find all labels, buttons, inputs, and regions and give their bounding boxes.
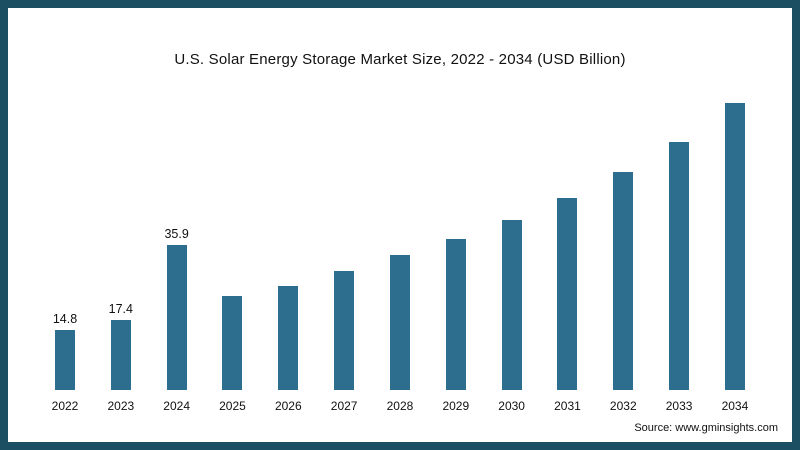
x-axis-label: 2028 (386, 399, 414, 413)
x-axis-label: 2025 (219, 399, 246, 413)
bar-2030 (501, 219, 522, 390)
bar-2032 (613, 171, 634, 390)
x-axis-label: 2022 (51, 399, 79, 413)
bar-group: 2025 (209, 296, 255, 414)
bar-value-label: 14.8 (52, 312, 78, 326)
x-axis-label: 2024 (163, 399, 190, 413)
x-axis-label: 2027 (330, 399, 358, 413)
bar-group: 2034 (712, 103, 758, 414)
x-axis-label: 2030 (498, 399, 525, 413)
x-axis-label: 2029 (442, 399, 470, 413)
bar-2023 (110, 319, 131, 390)
bar-group: 2029 (433, 238, 479, 414)
bar-2029 (445, 238, 466, 390)
bar-group: 2032 (600, 171, 646, 414)
bar-2028 (389, 255, 410, 390)
bar-2022 (55, 330, 75, 390)
bar-2034 (724, 103, 745, 390)
x-axis-label: 2032 (609, 399, 637, 413)
chart-title: U.S. Solar Energy Storage Market Size, 2… (174, 51, 626, 68)
bar-2024 (166, 244, 187, 390)
bar-2033 (669, 141, 690, 390)
bar-value-label: 35.9 (164, 226, 189, 241)
x-axis-label: 2033 (665, 399, 693, 413)
bar-2025 (222, 296, 243, 390)
bar-group: 17.4 2023 (98, 302, 144, 415)
bar-value-label: 17.4 (108, 301, 133, 316)
bar-group: 2028 (377, 255, 423, 414)
source-note: Source: www.gminsights.com (634, 422, 778, 434)
bar-group: 2027 (321, 270, 367, 414)
bar-group: 2030 (489, 219, 535, 414)
bar-group: 2026 (265, 285, 311, 414)
bar-chart: 14.8 2022 17.4 2023 35.9 2024 2025 2026 2027 2028… (42, 86, 758, 414)
x-axis-label: 2023 (107, 399, 135, 413)
bar-2031 (557, 197, 578, 390)
bar-group: 2031 (544, 197, 590, 415)
x-axis-label: 2034 (721, 399, 749, 413)
bar-group: 35.9 2024 (154, 227, 200, 415)
x-axis-label: 2026 (274, 399, 302, 413)
bar-group: 14.8 2022 (42, 312, 88, 414)
bar-group: 2033 (656, 141, 702, 415)
x-axis-label: 2031 (554, 399, 581, 413)
bar-2026 (278, 285, 299, 390)
bar-2027 (334, 270, 355, 390)
